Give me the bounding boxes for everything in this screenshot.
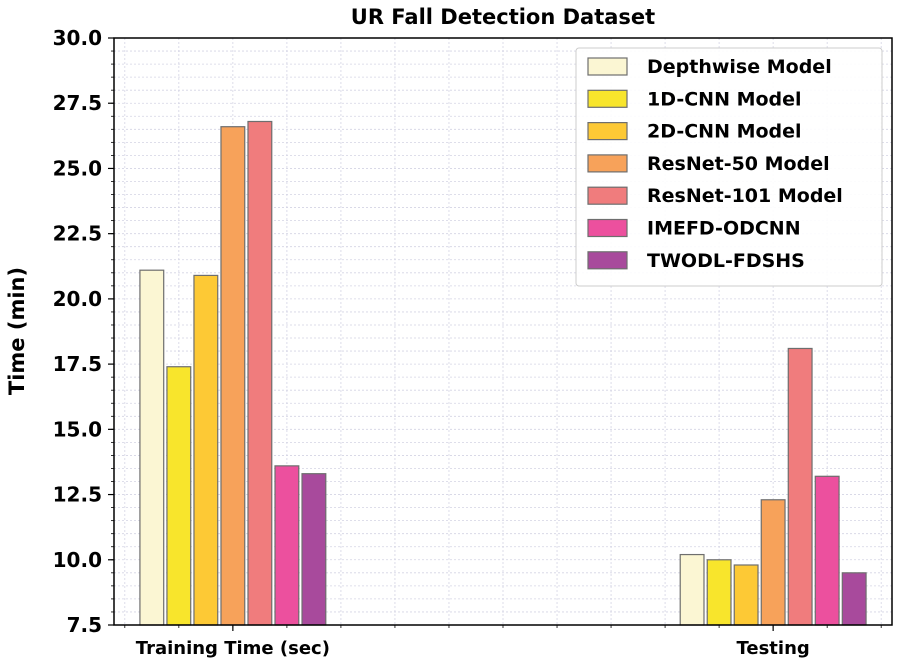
bar [274, 465, 300, 626]
legend-label: ResNet-50 Model [647, 153, 830, 175]
y-tick-label: 25.0 [53, 156, 102, 180]
legend-swatch [587, 186, 628, 205]
legend-swatch [587, 57, 628, 76]
legend: Depthwise Model 1D-CNN Model 2D-CNN Model R… [575, 47, 883, 287]
bar [760, 499, 786, 626]
y-tick-label: 17.5 [53, 352, 102, 376]
x-tick-label: Training Time (sec) [136, 638, 330, 659]
bar [679, 553, 705, 626]
legend-label: Depthwise Model [647, 56, 832, 78]
legend-label: 1D-CNN Model [647, 88, 802, 110]
legend-swatch [587, 218, 628, 238]
legend-swatch [587, 89, 628, 108]
bar [166, 366, 192, 626]
axis-ticks: 7.5 10.0 12.5 15.0 17.5 20.0 22.5 25.0 27.5 30.0 T… [53, 26, 882, 659]
y-tick-label: 10.0 [53, 548, 102, 572]
bars [139, 120, 867, 626]
legend-label: TWODL-FDSHS [647, 250, 805, 272]
bar [787, 347, 813, 626]
legend-label: IMEFD-ODCNN [647, 218, 801, 240]
bar [301, 473, 327, 626]
legend-label: 2D-CNN Model [647, 121, 802, 143]
bar [139, 269, 165, 626]
chart-title: UR Fall Detection Dataset [351, 5, 655, 29]
legend-swatch [587, 154, 628, 173]
y-tick-label: 15.0 [53, 417, 102, 441]
legend-box [575, 47, 883, 287]
bar [841, 572, 867, 626]
y-tick-label: 12.5 [53, 483, 102, 507]
y-axis-label: Time (min) [5, 267, 29, 395]
bar [706, 559, 732, 626]
legend-label: ResNet-101 Model [647, 185, 843, 207]
y-tick-label: 27.5 [53, 91, 102, 115]
legend-swatch [587, 251, 628, 270]
bar [220, 126, 246, 626]
y-tick-label: 7.5 [67, 613, 102, 637]
bar [814, 475, 840, 626]
bar [247, 120, 273, 626]
bar [193, 274, 219, 626]
legend-swatch [587, 121, 628, 141]
y-tick-label: 30.0 [53, 26, 102, 50]
y-tick-label: 22.5 [53, 222, 102, 246]
y-tick-label: 20.0 [53, 287, 102, 311]
x-tick-label: Testing [736, 638, 809, 659]
bar [733, 564, 759, 626]
